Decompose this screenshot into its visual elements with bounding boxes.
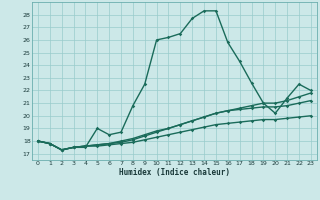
X-axis label: Humidex (Indice chaleur): Humidex (Indice chaleur) [119,168,230,177]
